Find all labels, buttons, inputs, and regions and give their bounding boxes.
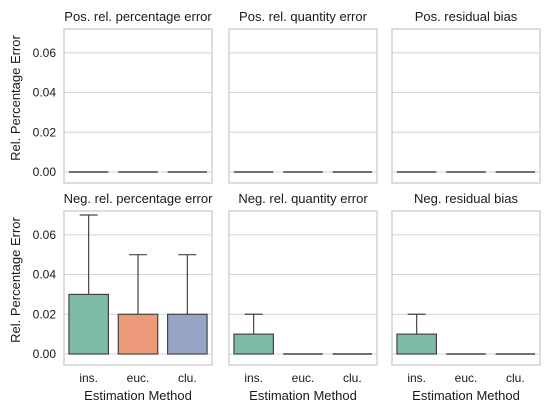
y-tick-label-4-2: 0.02	[33, 307, 57, 321]
x-tick-label-5-euc: euc.	[292, 371, 315, 385]
y-tick-label-4-1: 0.00	[33, 347, 57, 361]
panel-frame-4	[63, 210, 213, 366]
x-tick-label-5-ins: ins.	[244, 371, 263, 385]
panel-title-4: Neg. rel. percentage error	[64, 191, 214, 206]
bar-4-clu	[167, 313, 208, 355]
panel-frame-3	[391, 28, 541, 184]
y-axis-label-1: Rel. Percentage Error	[8, 34, 23, 160]
x-tick-label-4-clu: clu.	[178, 371, 197, 385]
x-axis-label-1: Estimation Method	[84, 388, 192, 403]
bar-5-ins	[233, 333, 275, 355]
y-tick-label-4-3: 0.04	[33, 268, 57, 282]
x-tick-label-6-clu: clu.	[506, 371, 525, 385]
x-tick-label-6-euc: euc.	[455, 371, 478, 385]
bar-4-euc	[117, 313, 159, 355]
panel-title-5: Neg. rel. quantity error	[238, 191, 368, 206]
y-tick-label-4-4: 0.06	[33, 228, 57, 242]
panel-frame-2	[228, 28, 378, 184]
x-tick-label-4-ins: ins.	[79, 371, 98, 385]
x-tick-label-5-clu: clu.	[343, 371, 362, 385]
y-tick-label-1-2: 0.02	[33, 125, 57, 139]
x-tick-label-6-ins: ins.	[407, 371, 426, 385]
y-axis-label-2: Rel. Percentage Error	[8, 216, 23, 342]
panel-title-1: Pos. rel. percentage error	[64, 9, 212, 24]
x-tick-label-4-euc: euc.	[127, 371, 150, 385]
y-tick-label-1-1: 0.00	[33, 165, 57, 179]
bar-4-ins	[68, 293, 110, 355]
y-tick-label-1-4: 0.06	[33, 46, 57, 60]
panel-title-2: Pos. rel. quantity error	[239, 9, 368, 24]
bar-6-ins	[396, 333, 437, 355]
panel-frame-1	[63, 28, 213, 184]
panel-frame-5	[228, 210, 378, 366]
panel-title-3: Pos. residual bias	[415, 9, 518, 24]
x-axis-label-3: Estimation Method	[412, 388, 520, 403]
panel-frame-6	[391, 210, 541, 366]
x-axis-label-2: Estimation Method	[249, 388, 357, 403]
y-tick-label-1-3: 0.04	[33, 86, 57, 100]
panel-title-6: Neg. residual bias	[414, 191, 519, 206]
